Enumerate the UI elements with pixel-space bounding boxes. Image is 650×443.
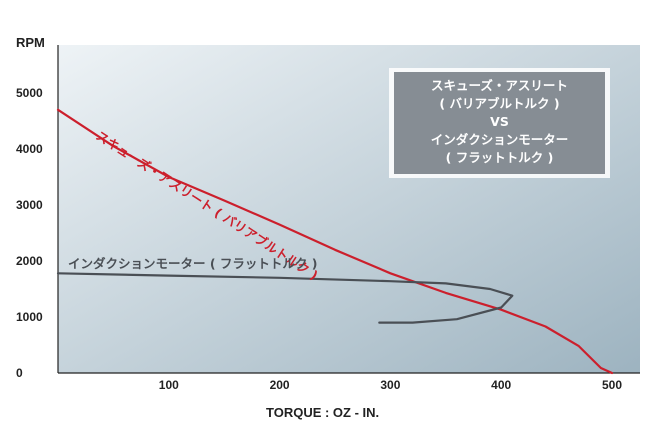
legend-line-3: VS (490, 114, 509, 129)
series-line-skewed-athlete (56, 108, 614, 375)
legend-panel (394, 72, 605, 174)
series-line-induction-motor (56, 272, 514, 324)
legend-box: スキューズ・アスリート ( バリアブルトルク ) VS インダクションモーター … (389, 68, 610, 178)
series-label-induction-motor: インダクションモーター ( フラットトルク ) (68, 256, 317, 271)
x-tick-label: 500 (602, 378, 622, 392)
y-axis-label: RPM (16, 35, 45, 50)
y-tick-label: 1000 (16, 310, 43, 324)
x-tick-label: 200 (270, 378, 290, 392)
x-tick-label: 400 (491, 378, 511, 392)
legend-line-5: ( フラットトルク ) (446, 150, 554, 165)
x-tick-label: 300 (380, 378, 400, 392)
legend-line-1: スキューズ・アスリート (431, 78, 568, 93)
x-tick-label: 100 (159, 378, 179, 392)
legend-line-2: ( バリアブルトルク ) (439, 96, 559, 111)
y-tick-label: 3000 (16, 198, 43, 212)
x-axis-label: TORQUE : OZ - IN. (266, 405, 379, 420)
y-tick-labels: 0 1000 2000 3000 4000 5000 (16, 86, 43, 380)
y-tick-label: 4000 (16, 142, 43, 156)
y-tick-label: 5000 (16, 86, 43, 100)
y-tick-label: 0 (16, 366, 23, 380)
legend-line-4: インダクションモーター (431, 132, 569, 147)
y-tick-label: 2000 (16, 254, 43, 268)
x-tick-labels: 100 200 300 400 500 (159, 378, 623, 392)
